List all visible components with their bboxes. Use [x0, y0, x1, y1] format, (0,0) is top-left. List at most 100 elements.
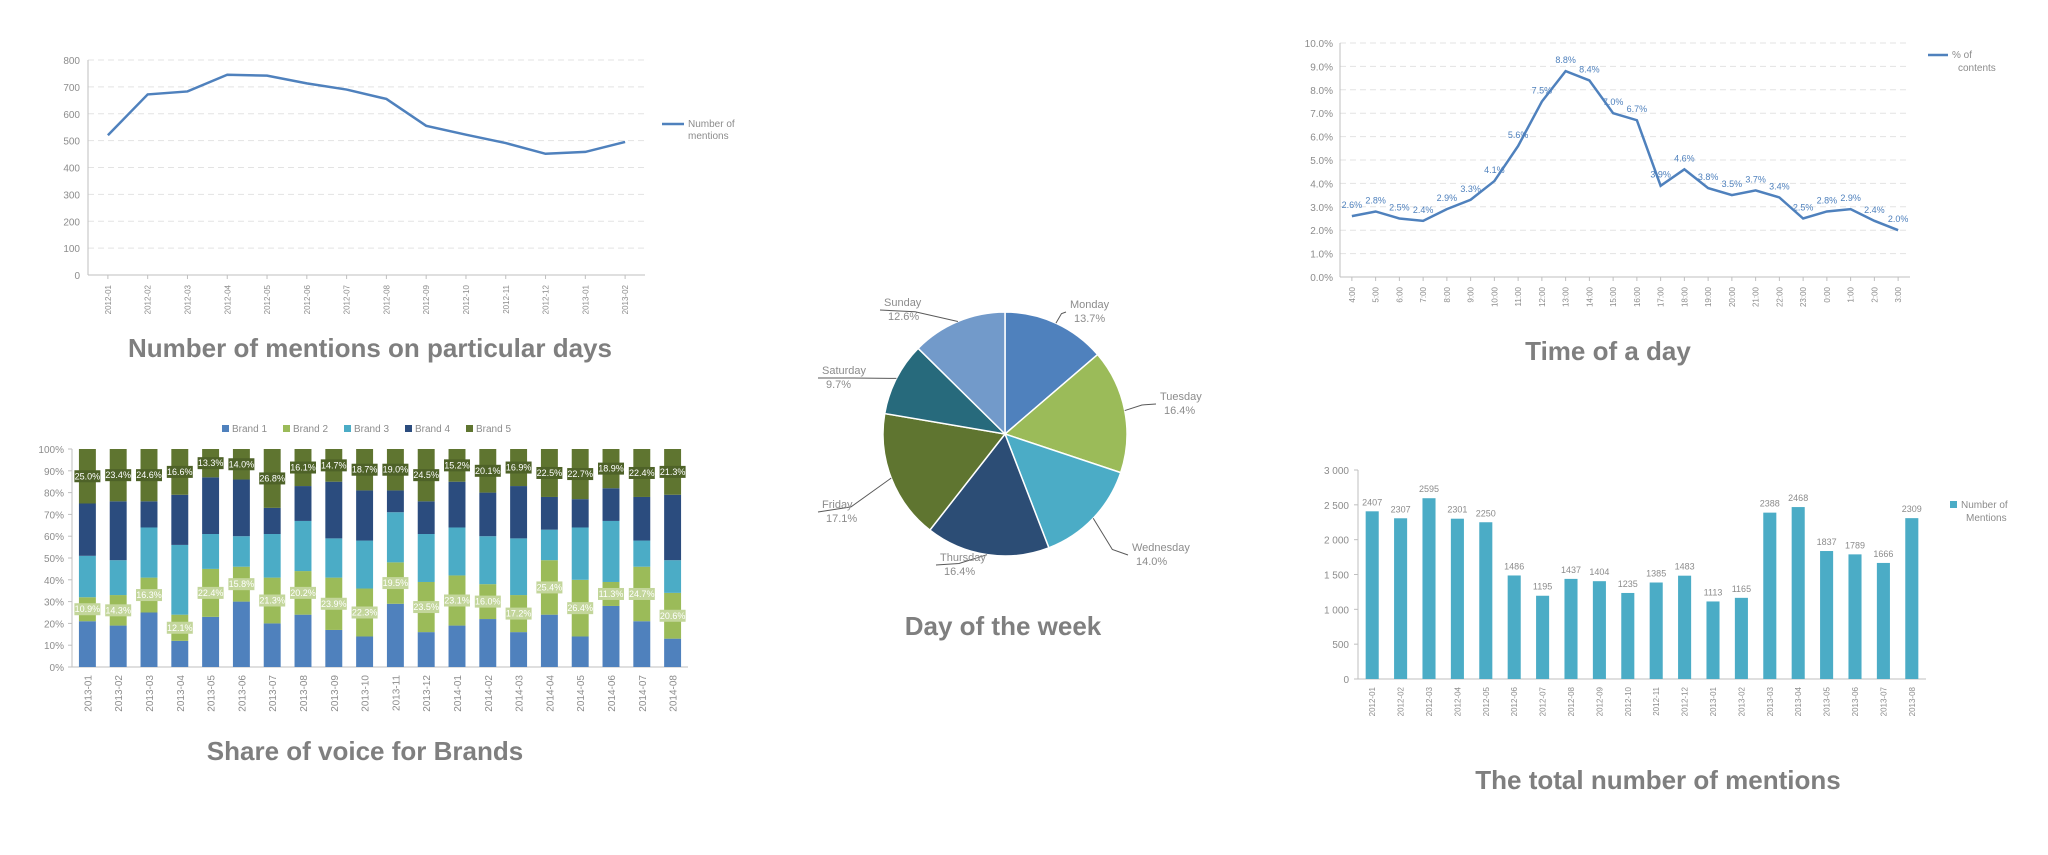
share-of-voice-mid-label: 23.5% [413, 602, 439, 612]
share-of-voice-segment [140, 501, 158, 528]
share-of-voice-segment [386, 512, 404, 563]
share-of-voice-segment [294, 614, 312, 667]
mentions-line-y-tick: 500 [63, 137, 80, 148]
time-of-day-data-label: 4.1% [1484, 165, 1505, 175]
total-mentions-title: The total number of mentions [1475, 765, 1840, 795]
mentions-line-x-tick: 2013-01 [581, 284, 590, 314]
share-of-voice-label-box [351, 606, 378, 619]
total-mentions-x-tick: 2012-01 [1368, 686, 1377, 716]
total-mentions-data-label: 1385 [1646, 569, 1666, 579]
share-of-voice-x-tick: 2013-01 [83, 675, 94, 712]
share-of-voice-segment [356, 490, 374, 541]
time-of-day-x-tick: 16:00 [1633, 286, 1642, 307]
share-of-voice-segment [602, 488, 620, 521]
share-of-voice-segment [571, 499, 589, 528]
mentions-line-y-tick: 100 [63, 244, 80, 255]
time-of-day-title: Time of a day [1525, 336, 1691, 366]
time-of-day-y-tick: 7.0% [1310, 109, 1333, 120]
total-mentions-legend-label: Number of Mentions [1961, 500, 2008, 524]
total-mentions-data-label: 1486 [1504, 561, 1524, 571]
day-of-week-value-label: 16.4% [1164, 405, 1195, 417]
share-of-voice-top-label: 25.0% [75, 471, 101, 481]
share-of-voice-top-label: 22.7% [567, 469, 593, 479]
day-of-week-category-label: Monday [1070, 299, 1110, 311]
time-of-day-x-tick: 11:00 [1514, 286, 1523, 306]
time-of-day-data-label: 4.6% [1674, 153, 1695, 163]
time-of-day-y-tick: 1.0% [1310, 250, 1333, 261]
time-of-day-y-tick: 8.0% [1310, 86, 1333, 97]
share-of-voice-segment [356, 636, 374, 667]
mentions-line-x-tick: 2012-01 [104, 284, 113, 314]
total-mentions-bar [1394, 518, 1408, 679]
total-mentions-legend-line: Number of [1961, 500, 2008, 511]
mentions-line-y-tick: 300 [63, 190, 80, 201]
mentions-line-x-tick: 2012-05 [263, 284, 272, 314]
share-of-voice-x-tick: 2013-04 [176, 675, 187, 712]
share-of-voice-segment [664, 494, 682, 561]
share-of-voice-segment [448, 481, 466, 528]
time-of-day-x-tick: 6:00 [1395, 286, 1404, 302]
share-of-voice-mid-label: 23.9% [321, 599, 347, 609]
share-of-voice-mid-label: 12.1% [167, 623, 193, 633]
share-of-voice-y-tick: 10% [44, 641, 64, 652]
mentions-line-legend-line: mentions [688, 131, 729, 142]
day-of-week-leader-line [817, 477, 892, 513]
share-of-voice-segment [109, 625, 127, 667]
time-of-day-data-label: 7.0% [1603, 97, 1624, 107]
share-of-voice-segment [78, 555, 96, 598]
share-of-voice-label-box [259, 594, 286, 607]
total-mentions-y-tick: 2 500 [1324, 501, 1349, 512]
total-mentions-x-tick: 2012-07 [1539, 686, 1548, 716]
day-of-week-value-label: 9.7% [826, 379, 851, 391]
share-of-voice-segment [386, 490, 404, 513]
share-of-voice-x-tick: 2013-07 [268, 675, 279, 712]
time-of-day-data-label: 2.8% [1817, 195, 1838, 205]
mentions-line-x-tick: 2012-04 [223, 284, 232, 314]
day-of-week-slice [882, 412, 1007, 532]
share-of-voice-label-box [536, 581, 563, 594]
share-of-voice-mid-label: 17.2% [506, 609, 532, 619]
share-of-voice-top-label: 18.9% [598, 464, 624, 474]
total-mentions-x-tick: 2013-08 [1908, 686, 1917, 716]
mentions-line-x-tick: 2012-07 [343, 284, 352, 314]
total-mentions-data-label: 1666 [1873, 549, 1893, 559]
total-mentions-x-tick: 2012-09 [1595, 686, 1604, 716]
share-of-voice-label-box [136, 589, 162, 602]
share-of-voice-x-tick: 2013-12 [422, 675, 433, 712]
total-mentions-bar [1621, 592, 1635, 679]
share-of-voice-top-label: 20.1% [475, 466, 501, 476]
time-of-day-x-tick: 4:00 [1348, 286, 1357, 302]
total-mentions-x-tick: 2012-08 [1567, 686, 1576, 716]
day-of-week-slice [883, 347, 1008, 436]
share-of-voice-segment [232, 479, 250, 537]
total-mentions-bar [1649, 582, 1663, 679]
share-of-voice-top-label: 19.0% [383, 465, 409, 475]
day-of-week-chart: Day of the week Monday 13.7% Tuesday 16.4% W… [817, 297, 1202, 641]
share-of-voice-label-box [74, 470, 101, 483]
time-of-day-y-tick: 0.0% [1310, 273, 1333, 284]
day-of-week-category-label: Tuesday [1160, 391, 1202, 403]
mentions-line-x-tick: 2012-10 [462, 284, 471, 314]
share-of-voice-legend-label: Brand 5 [476, 424, 511, 435]
time-of-day-series [1351, 69, 1899, 232]
share-of-voice-y-tick: 40% [44, 576, 64, 587]
total-mentions-x-tick: 2013-05 [1823, 686, 1832, 716]
total-mentions-data-label: 2468 [1788, 493, 1808, 503]
mentions-line-y-tick: 700 [63, 83, 80, 94]
share-of-voice-x-tick: 2013-10 [361, 675, 372, 712]
time-of-day-y-tick: 3.0% [1310, 203, 1333, 214]
share-of-voice-label-box [105, 469, 132, 482]
total-mentions-bar [1905, 518, 1919, 679]
share-of-voice-mid-label: 19.5% [383, 578, 409, 588]
share-of-voice-top-label: 26.8% [259, 473, 285, 483]
total-mentions-x-tick: 2012-06 [1510, 686, 1519, 716]
share-of-voice-segment [78, 503, 96, 556]
share-of-voice-label-box [351, 463, 378, 476]
share-of-voice-x-tick: 2013-08 [299, 675, 310, 712]
share-of-voice-legend-label: Brand 4 [415, 424, 450, 435]
time-of-day-data-label: 3.3% [1460, 184, 1481, 194]
total-mentions-legend-line: Mentions [1966, 513, 2007, 524]
share-of-voice-segment [571, 527, 589, 580]
time-of-day-x-tick: 2:00 [1870, 286, 1879, 302]
day-of-week-leader-line [1055, 311, 1067, 324]
